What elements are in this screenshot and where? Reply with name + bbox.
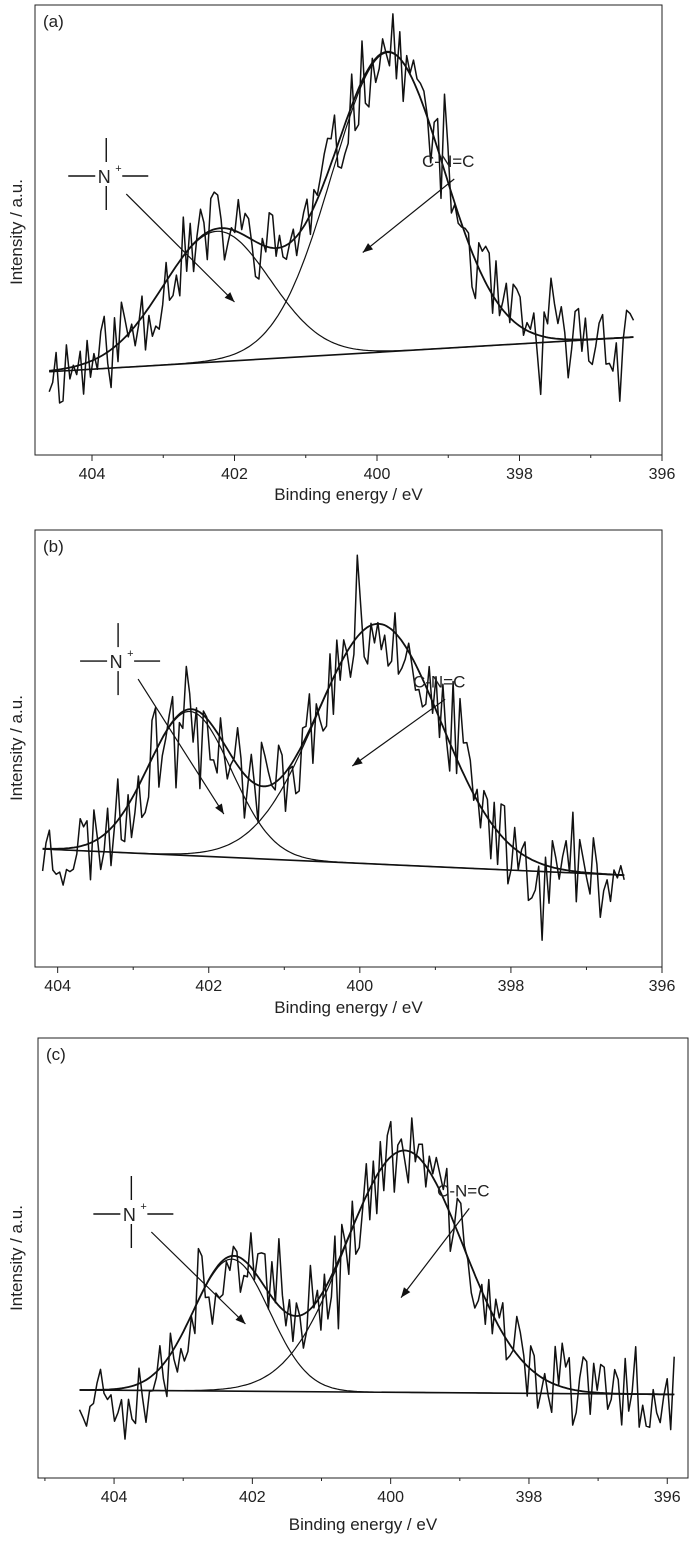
x-tick-label: 398 [516,1489,543,1506]
c-n-c-arrow [400,1208,470,1298]
x-tick-label: 402 [239,1489,266,1506]
y-axis-label: Intensity / a.u. [7,695,26,801]
n-plus-label: N [123,1205,136,1225]
x-tick-label: 400 [377,1489,404,1506]
x-tick-label: 404 [101,1489,128,1506]
raw-spectrum-line [48,13,635,404]
n-plus-arrow-head [224,292,235,302]
x-tick-label: 402 [221,466,248,483]
c-n-c-label: C-N=C [422,152,474,171]
x-tick-label: 396 [654,1489,681,1506]
n-plus-arrow-head [215,803,224,815]
n-plus-arrow [137,678,225,815]
fit-envelope-line [79,1149,675,1396]
fit-envelope-line [49,50,634,372]
plot-frame [34,529,663,968]
x-tick-label: 400 [364,466,391,483]
raw-spectrum-line [78,1117,675,1440]
y-axis-label: Intensity / a.u. [7,179,26,285]
x-axis-label: Binding energy / eV [274,998,423,1017]
xps-panel-1: 404 402 400 398 396 Binding energy / eV Intens… [7,4,676,504]
panel-label: (a) [43,12,64,31]
raw-spectrum-line [41,554,625,941]
n-plus-superscript: + [140,1201,146,1213]
x-axis-label: Binding energy / eV [274,485,423,504]
n-plus-superscript: + [115,163,121,175]
panel-label: (b) [43,537,64,556]
panel-label: (c) [46,1045,66,1064]
x-tick-label: 404 [79,466,106,483]
c-n-c-label: C-N=C [413,672,465,691]
x-tick-label: 402 [195,978,222,995]
fit-peak-n-plus-line [49,230,634,372]
n-plus-arrow [125,193,235,303]
xps-panel-2: 404 402 400 398 396 Binding energy / eV Intens… [7,529,676,1017]
c-n-c-arrow [362,178,455,253]
y-axis-label: Intensity / a.u. [7,1205,26,1311]
c-n-c-arrow-head [401,1287,411,1298]
n-plus-arrow-head [235,1314,246,1324]
plot-frame [34,4,663,456]
x-tick-label: 398 [498,978,525,995]
n-plus-label: N [98,167,111,187]
x-tick-label: 396 [649,978,676,995]
x-axis-label: Binding energy / eV [289,1515,438,1534]
x-tick-label: 404 [44,978,71,995]
fit-peak-c-n-c-line [42,623,625,876]
x-tick-label: 396 [649,466,676,483]
c-n-c-arrow-head [352,756,363,766]
n-plus-arrow [150,1231,246,1325]
n-plus-superscript: + [127,648,133,660]
x-tick-label: 398 [506,466,533,483]
xps-panel-3: 404 402 400 398 396 Binding energy / eV Intens… [7,1037,689,1534]
x-tick-label: 400 [346,978,373,995]
fit-envelope-line [42,622,625,876]
xps-panels: 404 402 400 398 396 Binding energy / eV Intens… [7,4,689,1534]
c-n-c-arrow [351,698,446,767]
plot-frame [37,1037,689,1479]
c-n-c-arrow-head [362,243,374,253]
fit-peak-n-plus-line [42,710,625,876]
c-n-c-label: C-N=C [437,1181,489,1200]
n-plus-label: N [110,652,123,672]
